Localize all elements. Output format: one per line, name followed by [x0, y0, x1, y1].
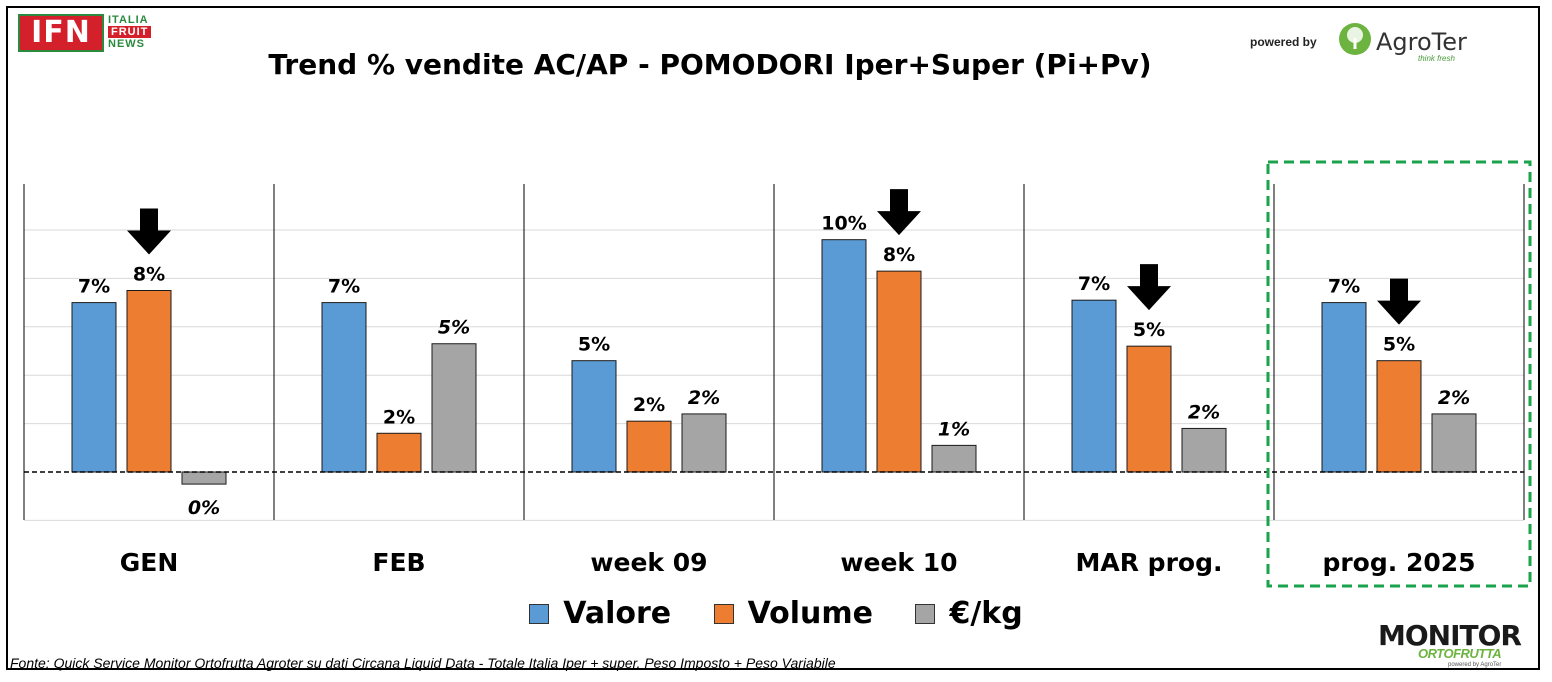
legend-label-valore: Valore: [563, 596, 672, 631]
bar-label-valore-feb: 7%: [328, 276, 360, 298]
bar-volume-week-10: [876, 270, 922, 473]
agroter-tagline: think fresh: [1418, 54, 1455, 63]
bar-label-volume-mar-prog: 5%: [1133, 319, 1165, 341]
bar-label-valore-gen: 7%: [78, 276, 110, 298]
bar-volume-mar-prog: [1126, 345, 1172, 473]
monitor-powered: powered by AgroTer: [1448, 662, 1502, 668]
bar-valore-prog-2025: [1321, 302, 1367, 473]
highlight-box: [1266, 160, 1532, 588]
ifn-words: ITALIA FRUIT NEWS: [108, 14, 152, 50]
bar-volume-prog-2025: [1376, 360, 1422, 473]
bar-kg-mar-prog: [1181, 427, 1227, 473]
bar-valore-mar-prog: [1071, 299, 1117, 473]
ifn-word-fruit: FRUIT: [108, 26, 152, 38]
monitor-word: MONITOR: [1378, 619, 1522, 652]
monitor-sub: ORTOFRUTTA: [1418, 646, 1502, 661]
bar-labels: 7% 8% 0% 7% 2% 5% 5% 2% 2% 10% 8% 1% 7% 5% 2% 7% 5% 2%: [78, 213, 1470, 519]
tree-icon: [1339, 23, 1371, 55]
bar-volume-week-09: [626, 420, 672, 473]
bar-label-kg-prog-2025: 2%: [1438, 387, 1470, 409]
bar-kg-week-09: [681, 413, 727, 473]
legend-label-volume: Volume: [747, 596, 874, 631]
ifn-word-italia: ITALIA: [108, 14, 149, 26]
gridlines: [23, 184, 1525, 521]
agroter-logo: AgroTer think fresh: [1338, 22, 1467, 63]
category-label-feb: FEB: [372, 548, 425, 577]
bar-label-volume-feb: 2%: [383, 406, 415, 428]
down-arrow-icon: [127, 208, 171, 255]
legend-item-price: €/kg: [915, 596, 1023, 631]
category-labels: GEN FEB week 09 week 10 MAR prog. prog. 2025: [120, 548, 1476, 577]
bar-volume-gen: [126, 290, 172, 473]
ifn-word-news: NEWS: [108, 38, 145, 50]
legend-swatch-volume: [713, 603, 734, 624]
bar-valore-week-09: [571, 360, 617, 473]
category-label-prog-2025: prog. 2025: [1322, 548, 1475, 577]
bar-valore-week-10: [821, 239, 867, 473]
bar-label-valore-mar-prog: 7%: [1078, 273, 1110, 295]
category-label-week-09: week 09: [590, 548, 707, 577]
ifn-mark: IFN: [18, 14, 104, 52]
down-arrow-icon: [1127, 264, 1171, 311]
bar-label-volume-week-10: 8%: [883, 244, 915, 266]
bar-kg-feb: [431, 343, 477, 473]
bar-label-kg-week-10: 1%: [938, 418, 970, 440]
category-label-week-10: week 10: [840, 548, 957, 577]
bar-label-kg-week-09: 2%: [688, 387, 720, 409]
powered-by-text: powered by: [1250, 35, 1317, 49]
legend-swatch-valore: [529, 603, 550, 624]
bar-label-kg-gen: 0%: [188, 497, 220, 519]
bar-label-volume-gen: 8%: [133, 264, 165, 286]
bar-label-kg-feb: 5%: [438, 317, 470, 339]
legend: Valore Volume €/kg: [0, 596, 1552, 632]
bar-kg-prog-2025: [1431, 413, 1477, 473]
legend-item-volume: Volume: [713, 596, 874, 631]
bar-valore-feb: [321, 302, 367, 473]
chart-title: Trend % vendite AC/AP - POMODORI Iper+Su…: [268, 48, 1152, 81]
bar-kg-week-10: [931, 444, 977, 473]
bar-kg-gen: [181, 471, 227, 485]
bar-volume-feb: [376, 432, 422, 473]
bars: [71, 239, 1477, 485]
highlight-layer: [1266, 160, 1532, 588]
monitor-ortofrutta-logo: MONITOR ORTOFRUTTA powered by AgroTer: [1378, 619, 1538, 669]
bar-label-valore-week-09: 5%: [578, 334, 610, 356]
bar-label-volume-week-09: 2%: [633, 394, 665, 416]
down-arrow-icon: [1377, 278, 1421, 325]
category-label-mar-prog: MAR prog.: [1076, 548, 1223, 577]
down-arrow-icon: [877, 189, 921, 236]
arrows: [127, 189, 1421, 325]
bar-label-kg-mar-prog: 2%: [1188, 401, 1220, 423]
bar-label-valore-week-10: 10%: [821, 213, 866, 235]
category-label-gen: GEN: [120, 548, 179, 577]
legend-item-valore: Valore: [529, 596, 671, 631]
legend-label-price: €/kg: [949, 596, 1023, 631]
chart-frame: [6, 6, 1540, 670]
bar-label-volume-prog-2025: 5%: [1383, 334, 1415, 356]
source-footnote: Fonte: Quick Service Monitor Ortofrutta …: [10, 655, 836, 671]
bar-valore-gen: [71, 302, 117, 473]
bar-label-valore-prog-2025: 7%: [1328, 276, 1360, 298]
agroter-name: AgroTer: [1376, 28, 1467, 56]
legend-swatch-price: [915, 603, 936, 624]
